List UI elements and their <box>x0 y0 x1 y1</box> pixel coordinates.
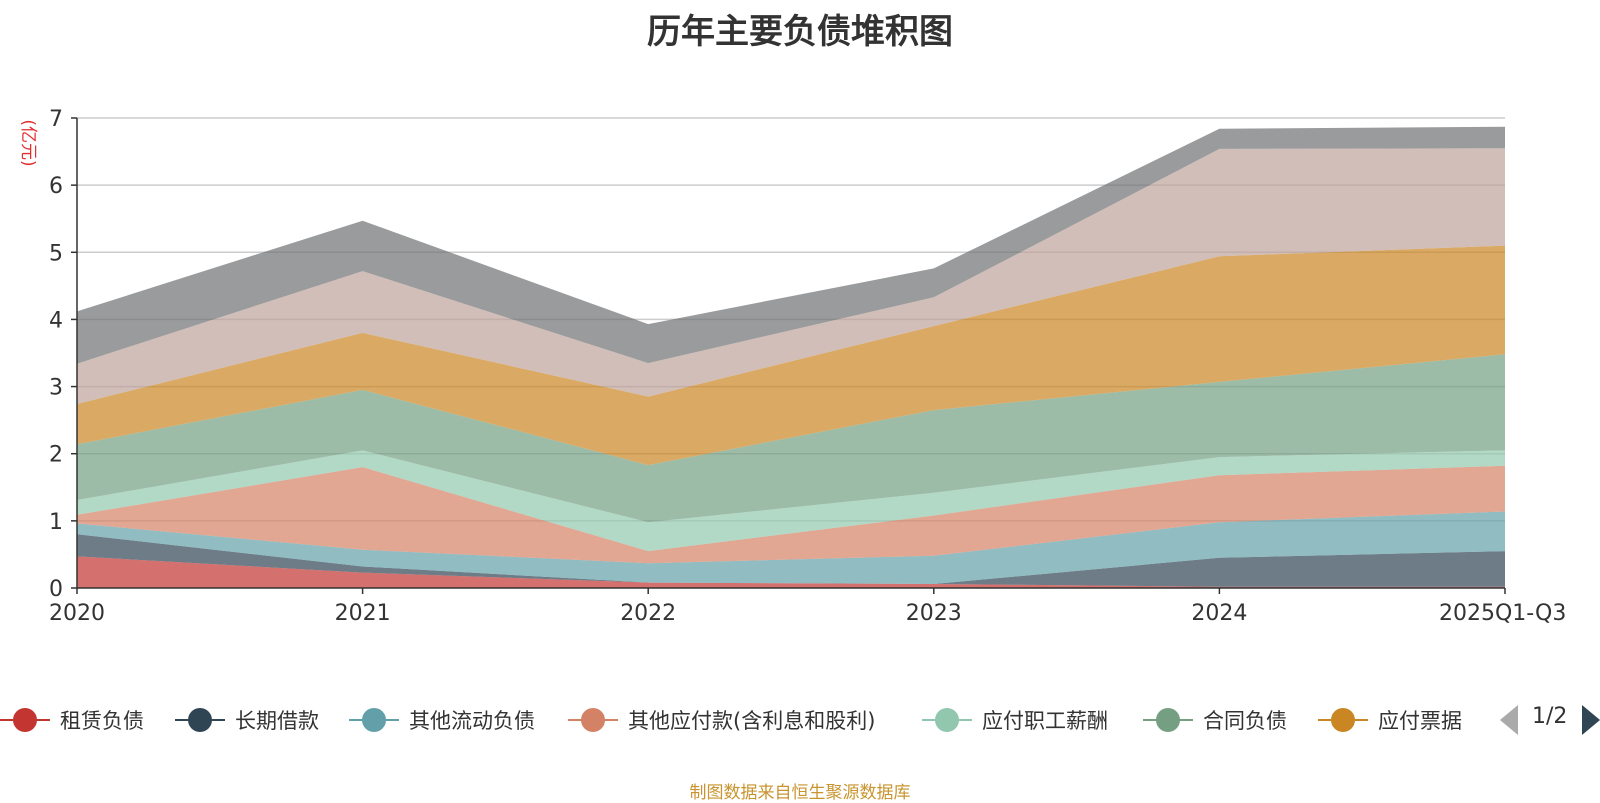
legend-next-page-button[interactable] <box>1582 705 1600 735</box>
y-tick-label: 0 <box>49 577 63 602</box>
legend-page-indicator: 1/2 <box>1532 704 1568 729</box>
legend-item-label: 应付票据 <box>1378 709 1462 733</box>
legend-item-label: 应付职工薪酬 <box>982 709 1108 733</box>
area-series-5 <box>77 354 1505 523</box>
y-axis-unit-label: (亿元) <box>18 119 38 166</box>
legend-pagination: 1/2 <box>1500 700 1600 740</box>
x-tick-label: 2024 <box>1191 601 1247 626</box>
area-series-8 <box>77 126 1505 364</box>
legend-item[interactable]: 应付票据 <box>1318 700 1462 740</box>
y-tick-label: 3 <box>49 376 63 401</box>
legend-item-label: 长期借款 <box>235 709 319 733</box>
legend-prev-page-button[interactable] <box>1500 705 1518 735</box>
legend-item[interactable]: 其他应付款(含利息和股利) <box>568 700 875 740</box>
legend-symbol-icon <box>175 700 225 740</box>
chart-title: 历年主要负债堆积图 <box>647 12 953 52</box>
x-tick-label: 2025Q1-Q3 <box>1439 601 1566 626</box>
legend-item[interactable]: 长期借款 <box>175 700 319 740</box>
legend-item[interactable]: 租赁负债 <box>0 700 144 740</box>
legend: 租赁负债 长期借款 其他流动负债 其他应付款(含利息和股利) 应付职工薪酬 合同负债 应付票… <box>0 700 1600 740</box>
area-series-0 <box>77 556 1505 588</box>
x-tick-label: 2023 <box>906 601 962 626</box>
y-tick-label: 7 <box>49 107 63 132</box>
area-series-2 <box>77 511 1505 584</box>
legend-item-label: 其他应付款(含利息和股利) <box>628 709 876 733</box>
y-tick-label: 4 <box>49 308 63 333</box>
legend-item[interactable]: 合同负债 <box>1143 700 1287 740</box>
legend-item-label: 其他流动负债 <box>409 709 535 733</box>
legend-symbol-icon <box>0 700 50 740</box>
legend-symbol-icon <box>349 700 399 740</box>
legend-symbol-icon <box>568 700 618 740</box>
area-series-6 <box>77 245 1505 466</box>
y-tick-label: 2 <box>49 443 63 468</box>
y-tick-label: 5 <box>49 241 63 266</box>
legend-item[interactable]: 其他流动负债 <box>349 700 535 740</box>
area-series-1 <box>77 534 1505 587</box>
area-series-7 <box>77 148 1505 404</box>
x-tick-label: 2022 <box>620 601 676 626</box>
y-tick-label: 1 <box>49 510 63 535</box>
legend-symbol-icon <box>1318 700 1368 740</box>
legend-symbol-icon <box>1143 700 1193 740</box>
area-series-4 <box>77 450 1505 552</box>
y-tick-label: 6 <box>49 174 63 199</box>
data-source-note: 制图数据来自恒生聚源数据库 <box>689 783 911 803</box>
legend-symbol-icon <box>922 700 972 740</box>
legend-item-label: 合同负债 <box>1203 709 1287 733</box>
legend-item-label: 租赁负债 <box>60 709 144 733</box>
x-tick-label: 2021 <box>335 601 391 626</box>
area-series-3 <box>77 465 1505 564</box>
legend-item[interactable]: 应付职工薪酬 <box>922 700 1108 740</box>
x-tick-label: 2020 <box>49 601 105 626</box>
